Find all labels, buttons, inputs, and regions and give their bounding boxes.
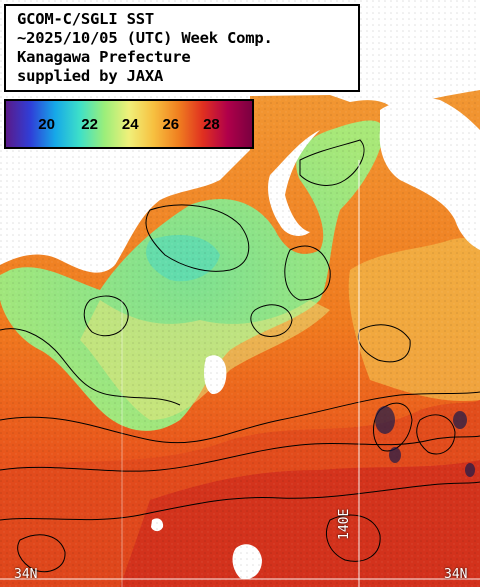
cold-patch [389, 447, 401, 463]
color-scale-tick-label: 24 [121, 116, 139, 133]
lon-label: 140E [337, 508, 352, 540]
contour-line [83, 295, 129, 337]
color-scale-bar: 20 22 24 26 28 [4, 99, 254, 149]
graticule [0, 160, 480, 587]
title-line-4: supplied by JAXA [17, 67, 164, 85]
contour-line [373, 402, 413, 452]
contour-line [299, 139, 365, 186]
color-scale-tick-label: 20 [38, 116, 55, 133]
title-box: GCOM-C/SGLI SST ~2025/10/05 (UTC) Week C… [4, 4, 360, 92]
color-scale-tick-label: 26 [162, 116, 180, 133]
contour-line [17, 534, 66, 573]
contour-line [145, 204, 250, 272]
color-scale-labels: 20 22 24 26 28 [6, 101, 252, 147]
color-scale-tick-label: 28 [203, 116, 220, 133]
color-scale-tick-label: 22 [81, 116, 98, 133]
lat-label-right: 34N [444, 567, 468, 582]
title-line-3: Kanagawa Prefecture [17, 48, 191, 66]
contour-line [284, 245, 331, 301]
color-scale-gradient [6, 101, 252, 147]
cold-patch [453, 411, 467, 429]
contour-line [250, 304, 293, 337]
contour-line [0, 328, 181, 406]
contour-line [0, 391, 480, 444]
lat-label-left: 34N [14, 567, 38, 582]
title-line-1: GCOM-C/SGLI SST [17, 10, 154, 28]
contour-lines [0, 139, 480, 573]
contour-line [0, 481, 480, 521]
cold-patch [465, 463, 475, 477]
contour-line [326, 514, 381, 562]
contour-line [416, 414, 456, 455]
contour-line [357, 324, 411, 363]
contour-line [0, 435, 480, 472]
title-line-2: ~2025/10/05 (UTC) Week Comp. [17, 29, 273, 47]
cold-patches [375, 406, 475, 477]
cold-patch [375, 406, 395, 434]
